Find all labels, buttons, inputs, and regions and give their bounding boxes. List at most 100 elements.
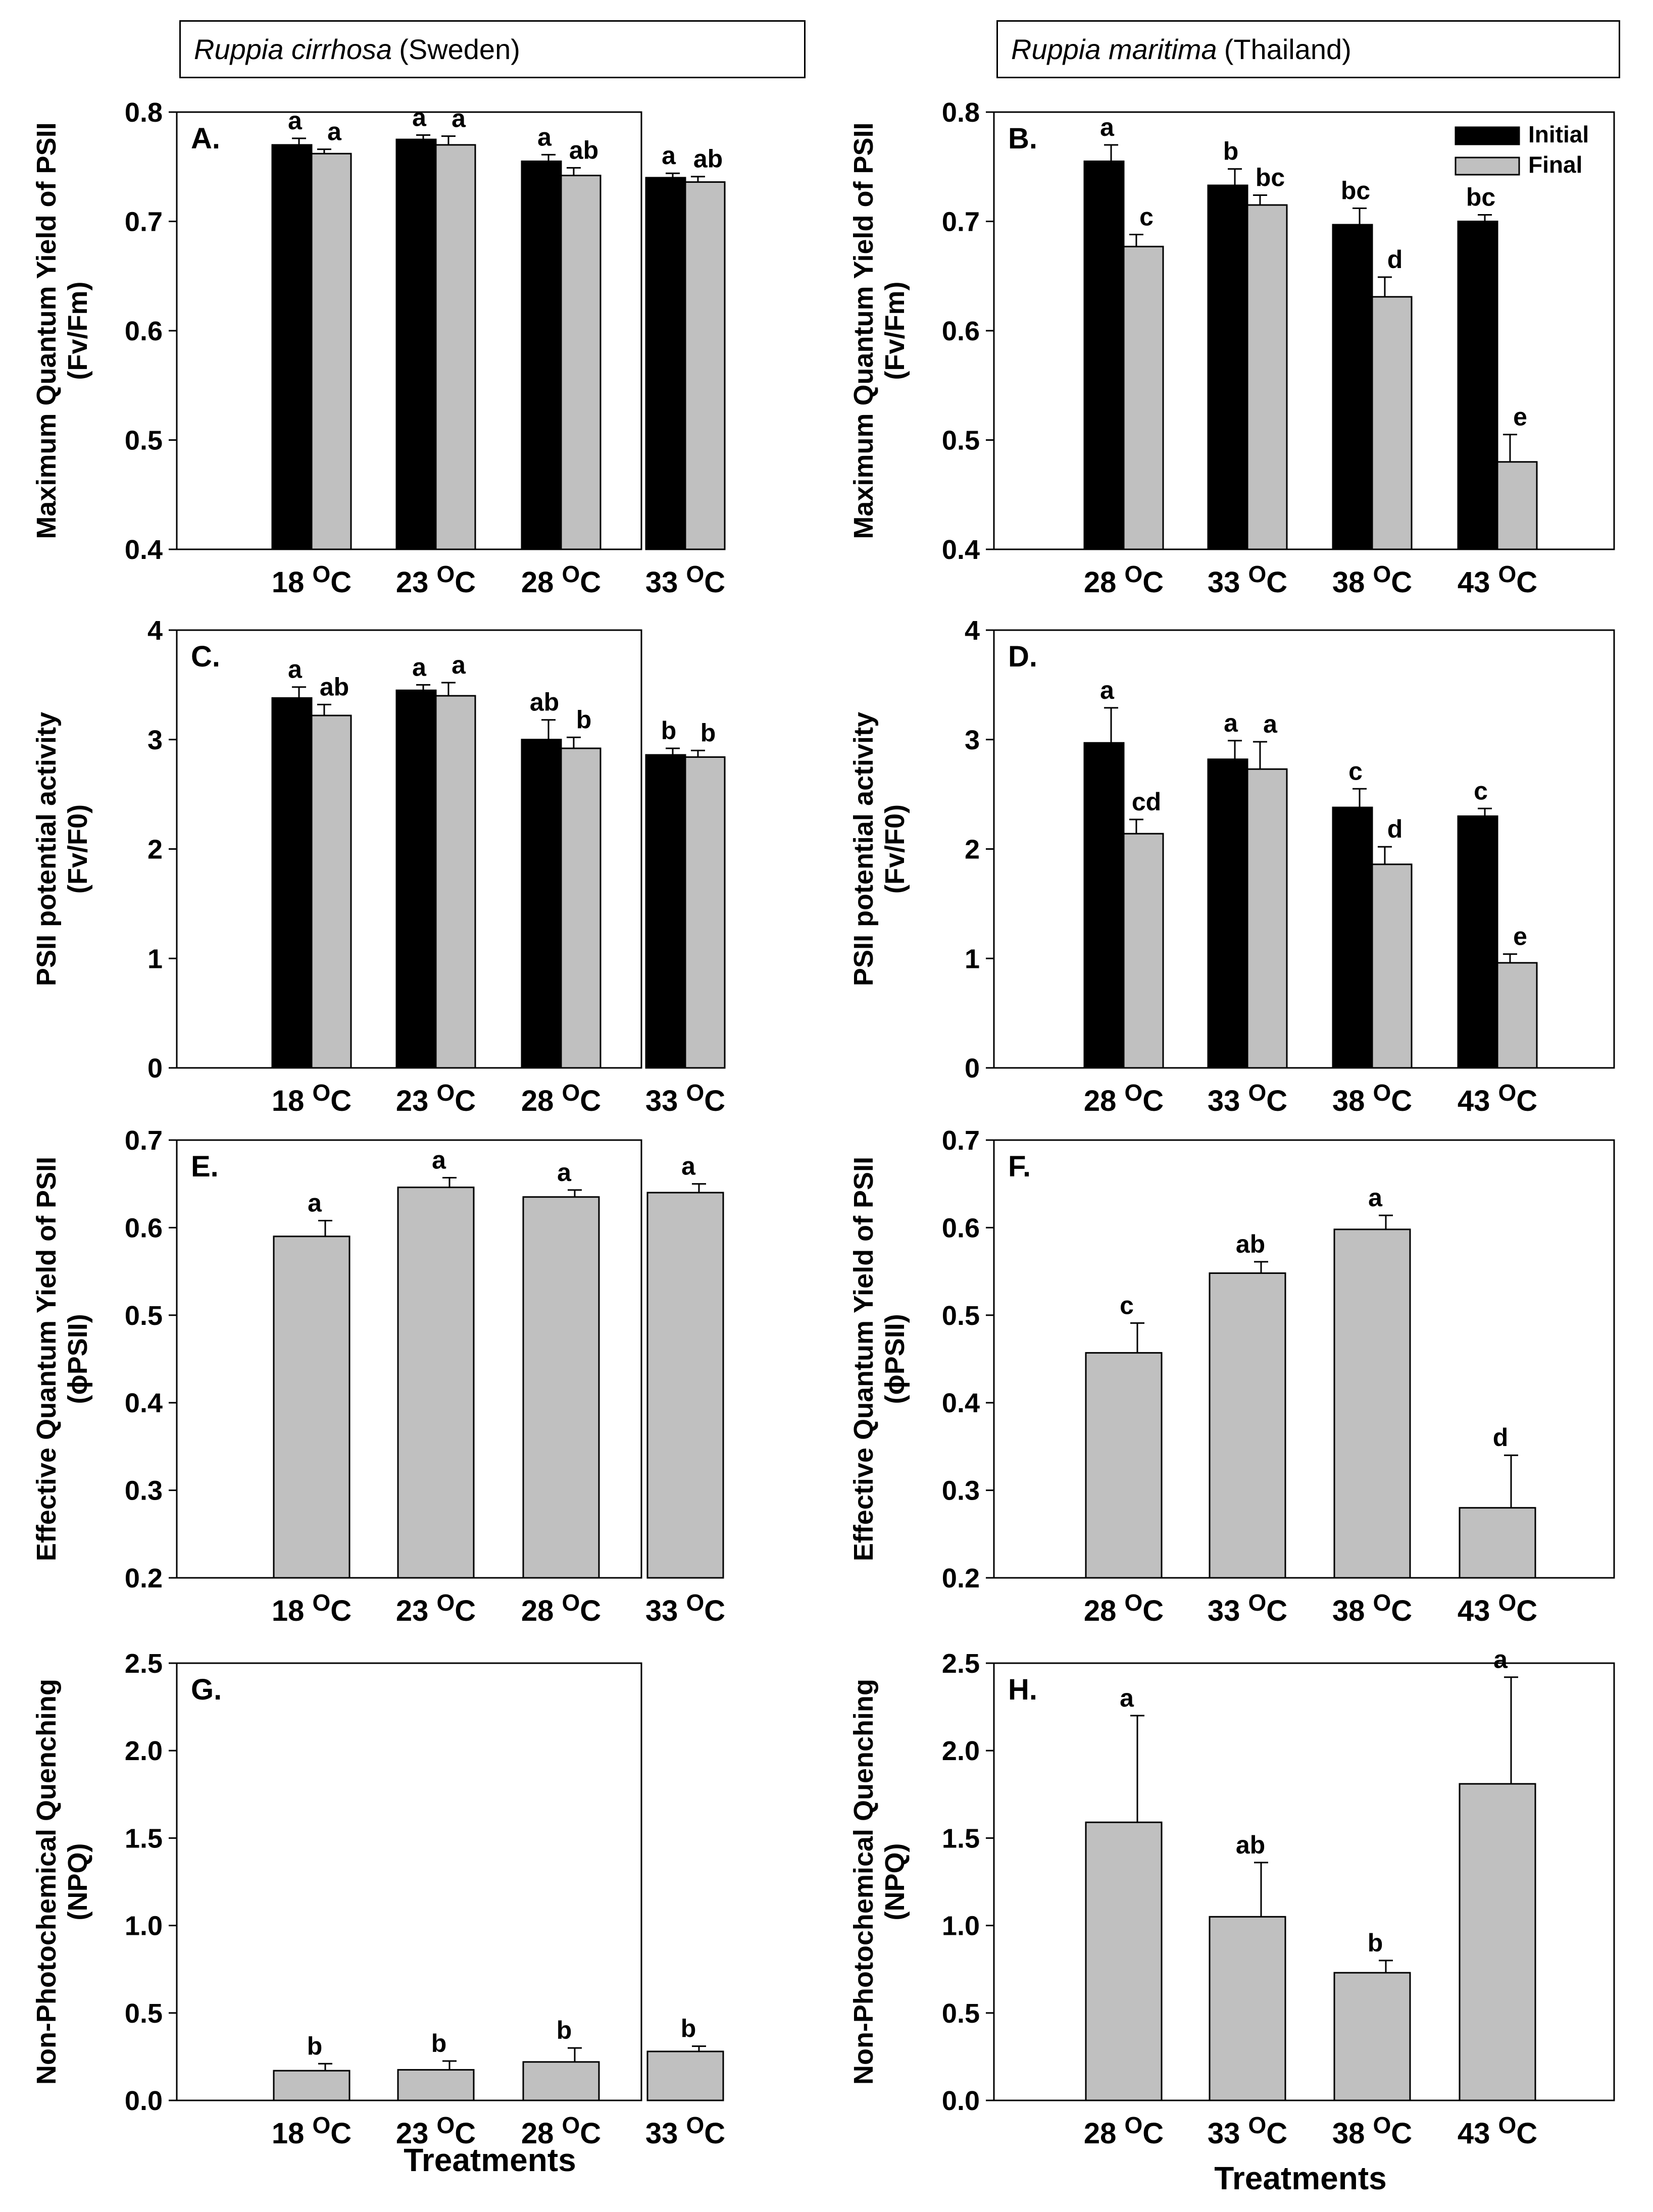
panel-h: 0.0 0.5 1.0 1.5 2.0 2.5 Non-Photochemical Quen… <box>848 1645 1615 2150</box>
y-axis-subtitle: (ϕPSII) <box>880 1314 910 1404</box>
bar <box>273 1236 350 1579</box>
significance-letter: c <box>1474 777 1488 805</box>
bar <box>1207 184 1248 550</box>
x-tick-label: 18 OC <box>272 1079 352 1117</box>
bar <box>1371 863 1413 1069</box>
y-tick-label: 0.8 <box>125 97 163 128</box>
bar <box>1083 160 1125 550</box>
significance-letter: a <box>1120 1684 1134 1712</box>
y-tick-label: 0.5 <box>942 426 980 456</box>
y-axis-title: Non-Photochemical Quenching <box>848 1679 879 2085</box>
legend-swatch-final <box>1455 157 1520 176</box>
panel-g: 0.0 0.5 1.0 1.5 2.0 2.5 Non-Photochemical Quen… <box>31 1649 725 2150</box>
y-tick-label: 3 <box>965 725 980 755</box>
y-axis-subtitle: (NPQ) <box>880 1843 910 1921</box>
bar <box>1333 1228 1411 1579</box>
bar <box>1123 245 1164 550</box>
bar <box>1246 768 1288 1069</box>
x-tick-label: 18 OC <box>272 1589 352 1627</box>
y-axis-title: PSII potential activity <box>848 712 879 986</box>
y-tick-label: 0.5 <box>125 426 163 456</box>
x-tick-label: 43 OC <box>1458 1079 1537 1117</box>
significance-letter: b <box>1223 137 1239 166</box>
y-tick-label: 0 <box>147 1053 163 1084</box>
significance-letter: d <box>1493 1423 1509 1452</box>
panel-a: 0.4 0.5 0.6 0.7 0.8 Maximum Quantum Yield of … <box>31 97 726 599</box>
panel-b: 0.4 0.5 0.6 0.7 0.8 Maximum Quantum Yield of … <box>848 97 1615 599</box>
significance-letter: b <box>557 2016 572 2044</box>
y-tick-label: 0.7 <box>942 1125 980 1156</box>
legend: Initial Final <box>1455 121 1589 178</box>
x-tick-label: 33 OC <box>645 2112 725 2150</box>
bar <box>1083 742 1125 1069</box>
x-tick-label: 38 OC <box>1332 2112 1412 2150</box>
bar <box>522 2061 600 2101</box>
bar <box>395 689 437 1069</box>
y-axis-subtitle: (NPQ) <box>63 1843 93 1921</box>
y-tick-label: 3 <box>147 725 163 755</box>
significance-letter: a <box>288 655 303 684</box>
significance-letter: a <box>412 653 427 681</box>
bar <box>1207 758 1248 1069</box>
bar <box>1085 1821 1163 2101</box>
bar <box>1123 833 1164 1069</box>
y-tick-label: 2.0 <box>942 1736 980 1766</box>
bar <box>560 175 602 550</box>
y-tick-label: 0.6 <box>942 1213 980 1243</box>
significance-letter: e <box>1513 403 1527 431</box>
y-tick-label: 0.7 <box>942 207 980 237</box>
legend-label-initial: Initial <box>1528 121 1589 147</box>
significance-letter: a <box>681 1152 696 1180</box>
bar <box>522 1196 600 1579</box>
bar <box>1332 224 1373 550</box>
significance-letter: a <box>1224 709 1238 737</box>
significance-letter: b <box>681 2015 696 2043</box>
legend-label-final: Final <box>1528 151 1582 178</box>
x-tick-label: 28 OC <box>521 561 601 599</box>
y-axis-title: Effective Quantum Yield of PSII <box>848 1157 879 1561</box>
significance-letter: b <box>576 705 592 734</box>
significance-letter: ab <box>320 673 349 701</box>
species-header-left: Ruppia cirrhosa (Sweden) <box>179 20 806 78</box>
significance-letter: b <box>1368 1929 1383 1957</box>
y-tick-label: 0.3 <box>125 1476 163 1506</box>
x-tick-label: 18 OC <box>272 2112 352 2150</box>
y-tick-label: 0.8 <box>942 97 980 128</box>
x-tick-label: 33 OC <box>1208 2112 1287 2150</box>
y-tick-label: 0.0 <box>125 2086 163 2116</box>
significance-letter: ab <box>1236 1230 1265 1258</box>
y-axis-title: Maximum Quantum Yield of PSII <box>848 122 879 539</box>
bar <box>645 177 686 550</box>
y-axis-title: Effective Quantum Yield of PSII <box>31 1157 62 1561</box>
bar <box>560 747 602 1069</box>
y-tick-label: 1 <box>965 944 980 974</box>
significance-letter: ab <box>693 145 723 173</box>
bar <box>1459 1783 1536 2101</box>
plot-frame <box>993 1139 1615 1579</box>
x-tick-label: 28 OC <box>521 2112 601 2150</box>
y-tick-label: 0.4 <box>125 535 163 565</box>
x-tick-label: 28 OC <box>1084 1589 1164 1627</box>
x-tick-label: 33 OC <box>645 561 725 599</box>
y-tick-label: 0.6 <box>125 316 163 346</box>
bar <box>1496 962 1538 1069</box>
significance-letter: bc <box>1256 164 1285 192</box>
significance-letter: a <box>432 1146 446 1174</box>
significance-letter: bc <box>1466 183 1495 212</box>
significance-letter: ab <box>1236 1831 1265 1859</box>
significance-letter: c <box>1139 202 1154 231</box>
significance-letter: a <box>288 107 303 135</box>
bar <box>1333 1972 1411 2101</box>
species-country-left: (Sweden) <box>399 33 520 65</box>
panel-d: 0 1 2 3 4 PSII potential activity (Fv/F0) D. 28 … <box>848 615 1615 1117</box>
panel-label: A. <box>191 122 220 155</box>
panel-label: E. <box>191 1150 219 1183</box>
y-tick-label: 2.5 <box>125 1649 163 1679</box>
panel-label: D. <box>1008 640 1037 673</box>
significance-letter: a <box>308 1189 322 1217</box>
y-tick-label: 1.0 <box>125 1911 163 1941</box>
y-tick-label: 0.5 <box>125 1998 163 2029</box>
y-tick-label: 1.5 <box>942 1823 980 1854</box>
y-tick-label: 0 <box>965 1053 980 1084</box>
y-tick-label: 4 <box>147 615 163 646</box>
